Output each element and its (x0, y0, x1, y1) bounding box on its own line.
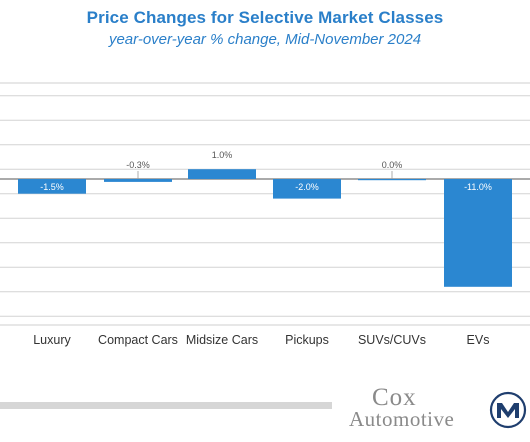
gridlines (0, 82, 530, 326)
bar-compact-cars (104, 179, 172, 182)
logo-wordmark-cox: Cox (372, 384, 417, 411)
chart-title: Price Changes for Selective Market Class… (86, 8, 444, 27)
footer-divider (0, 402, 332, 409)
category-label: Pickups (285, 333, 329, 347)
data-labels: -1.5% -0.3% 1.0% -2.0% 0.0% -11.0% (40, 150, 492, 192)
bar-luxury (18, 179, 86, 194)
category-labels: Luxury Compact Cars Midsize Cars Pickups SUV… (33, 333, 489, 347)
data-label: -2.0% (295, 182, 319, 192)
logo-wordmark-automotive: Automotive (349, 407, 455, 431)
category-label: Compact Cars (98, 333, 178, 347)
bar-suvs-cuvs (358, 179, 426, 181)
manheim-emblem-icon (489, 391, 527, 429)
data-label: 1.0% (212, 150, 233, 160)
bar-pickups (273, 179, 341, 199)
category-label: Luxury (33, 333, 71, 347)
data-label: -1.5% (40, 182, 64, 192)
bar-evs (444, 179, 512, 287)
category-label: Midsize Cars (186, 333, 258, 347)
bars (18, 169, 512, 287)
data-label: -0.3% (126, 160, 150, 170)
chart-subtitle: year-over-year % change, Mid-November 20… (108, 31, 422, 48)
data-label: -11.0% (464, 182, 492, 192)
data-label: 0.0% (382, 160, 403, 170)
category-label: EVs (467, 333, 490, 347)
category-label: SUVs/CUVs (358, 333, 426, 347)
cox-automotive-logo: Cox Automotive (345, 384, 475, 432)
bar-midsize-cars (188, 169, 256, 179)
